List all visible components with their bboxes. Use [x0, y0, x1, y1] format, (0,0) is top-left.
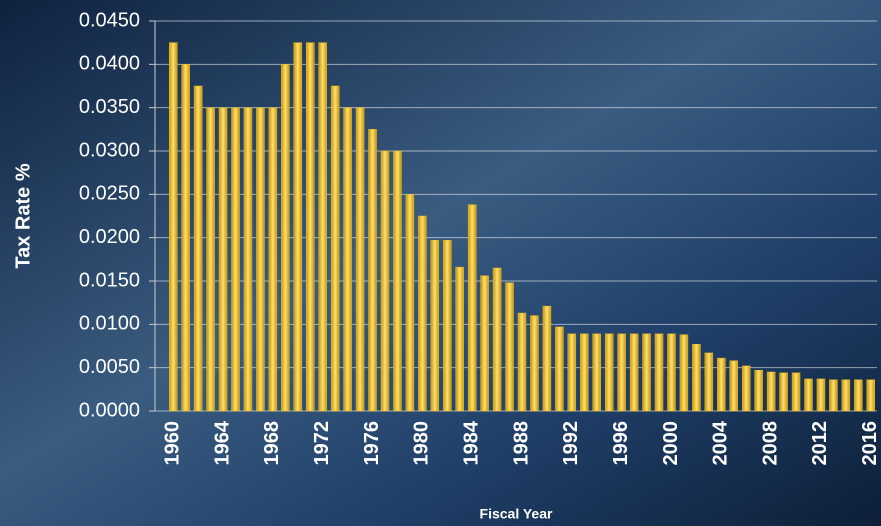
- bar: [206, 107, 215, 412]
- bar: [642, 333, 651, 412]
- bar: [804, 378, 813, 412]
- bar: [168, 42, 178, 412]
- y-tick-label: 0.0400: [79, 53, 140, 75]
- bar: [181, 64, 190, 412]
- bar: [480, 275, 489, 412]
- bar: [330, 85, 340, 412]
- bar: [430, 240, 440, 412]
- x-tick-label: 1992: [560, 421, 582, 466]
- y-tick-label: 0.0250: [79, 183, 140, 205]
- y-tick-label: 0.0000: [79, 399, 140, 421]
- x-tick-label: 1980: [411, 421, 433, 466]
- x-tick-label: 1984: [460, 420, 482, 465]
- y-tick-label: 0.0150: [79, 269, 140, 291]
- x-tick-label: 1976: [361, 421, 383, 466]
- y-tick-label: 0.0100: [79, 313, 140, 335]
- x-tick-label: 2000: [660, 421, 682, 466]
- bar: [306, 42, 315, 412]
- bar: [866, 379, 876, 412]
- bar: [405, 194, 415, 412]
- bar: [443, 240, 452, 412]
- bar: [617, 333, 626, 412]
- bar: [218, 107, 228, 412]
- bar: [530, 315, 539, 412]
- y-axis-label: Tax Rate %: [12, 163, 34, 268]
- bar: [281, 64, 290, 412]
- bar: [854, 379, 863, 412]
- bar: [268, 107, 278, 412]
- x-tick-label: 1960: [162, 421, 184, 466]
- bar: [766, 371, 776, 412]
- bar: [393, 150, 402, 412]
- bar: [467, 204, 477, 412]
- bar: [231, 107, 240, 412]
- bar: [592, 333, 601, 412]
- bar: [256, 107, 265, 412]
- x-tick-label: 1964: [211, 420, 233, 465]
- y-tick-label: 0.0450: [79, 9, 140, 31]
- bar: [692, 344, 701, 412]
- x-tick-label: 1968: [261, 421, 283, 466]
- x-axis-label: Fiscal Year: [480, 506, 553, 522]
- bar: [567, 333, 577, 412]
- bar: [293, 42, 303, 412]
- y-tick-label: 0.0050: [79, 356, 140, 378]
- x-tick-label: 2004: [710, 420, 732, 465]
- y-tick-label: 0.0300: [79, 139, 140, 161]
- bar: [492, 267, 502, 412]
- bar: [580, 333, 589, 412]
- bar: [193, 85, 203, 412]
- bar: [355, 107, 365, 412]
- bar: [368, 129, 377, 412]
- bar: [667, 333, 676, 412]
- bar: [418, 215, 427, 412]
- bar: [555, 326, 564, 412]
- bar: [791, 372, 801, 412]
- bar: [729, 360, 738, 412]
- bar: [318, 42, 327, 412]
- bar: [629, 333, 639, 412]
- bar: [841, 379, 851, 412]
- bar: [741, 365, 751, 412]
- bar: [717, 357, 726, 412]
- x-tick-label: 1988: [510, 421, 532, 466]
- x-tick-label: 2016: [859, 421, 881, 466]
- bar: [704, 352, 714, 412]
- y-tick-label: 0.0200: [79, 226, 140, 248]
- x-tick-label: 1996: [610, 421, 632, 466]
- bar: [455, 266, 464, 412]
- bar: [505, 282, 514, 412]
- bar: [542, 305, 552, 412]
- bar: [517, 312, 527, 412]
- bar: [816, 378, 826, 412]
- bar: [343, 107, 352, 412]
- bar: [380, 150, 390, 412]
- bar: [243, 107, 253, 412]
- bar: [754, 370, 763, 412]
- bar: [779, 372, 788, 412]
- x-tick-label: 2012: [809, 421, 831, 466]
- bar: [604, 333, 614, 412]
- x-tick-label: 1972: [311, 421, 333, 466]
- x-tick-label: 2008: [759, 421, 781, 466]
- bar: [679, 334, 689, 412]
- y-tick-label: 0.0350: [79, 96, 140, 118]
- bar: [654, 333, 664, 412]
- bar: [829, 379, 838, 412]
